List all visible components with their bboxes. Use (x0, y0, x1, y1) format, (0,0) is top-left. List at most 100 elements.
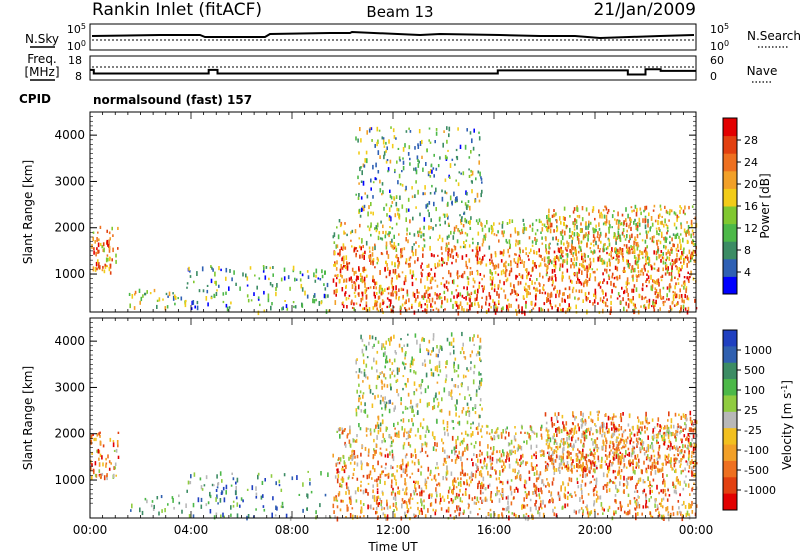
radar-cell (463, 509, 465, 514)
radar-cell (466, 206, 468, 210)
radar-cell (436, 297, 438, 300)
radar-cell (610, 480, 612, 483)
radar-cell (107, 244, 109, 247)
radar-cell (562, 292, 564, 297)
radar-cell (421, 510, 423, 515)
radar-cell (536, 238, 538, 242)
radar-cell (626, 436, 629, 440)
radar-cell (475, 246, 478, 250)
radar-cell (395, 255, 397, 258)
radar-cell (692, 232, 695, 236)
radar-cell (442, 441, 445, 445)
radar-cell (339, 457, 342, 462)
radar-cell (411, 497, 414, 500)
radar-cell (457, 275, 459, 280)
radar-cell (478, 281, 481, 285)
radar-cell (341, 479, 344, 483)
radar-cell (213, 515, 216, 520)
radar-cell (496, 306, 499, 309)
radar-cell (438, 364, 441, 369)
radar-cell (192, 502, 195, 508)
radar-cell (481, 499, 484, 503)
radar-cell (379, 188, 382, 193)
radar-cell (556, 430, 558, 434)
radar-cell (365, 287, 368, 291)
radar-cell (361, 338, 364, 343)
radar-cell (580, 282, 583, 286)
radar-cell (542, 450, 545, 456)
radar-cell (407, 152, 410, 156)
radar-cell (505, 265, 507, 270)
radar-cell (668, 288, 671, 293)
nsky-panel: N.Sky 105 100 105 100 N.Search (25, 22, 800, 54)
radar-cell (474, 411, 477, 415)
radar-cell (307, 275, 310, 279)
radar-cell (523, 286, 526, 290)
radar-cell (620, 426, 623, 431)
radar-cell (639, 431, 642, 435)
radar-cell (405, 308, 408, 313)
radar-cell (475, 441, 477, 445)
radar-cell (388, 434, 391, 439)
radar-cell (648, 280, 650, 284)
radar-cell (458, 420, 461, 426)
radar-cell (435, 187, 437, 193)
radar-cell (562, 456, 564, 461)
radar-cell (98, 238, 100, 242)
radar-cell (640, 251, 643, 255)
radar-cell (399, 183, 402, 186)
radar-cell (441, 263, 443, 267)
radar-cell (423, 504, 425, 510)
radar-cell (442, 258, 444, 263)
radar-cell (433, 174, 435, 178)
radar-cell (354, 285, 357, 291)
radar-cell (344, 292, 346, 297)
radar-cell (518, 273, 521, 276)
radar-cell (671, 275, 673, 279)
radar-cell (109, 257, 111, 260)
radar-cell (487, 308, 490, 313)
radar-cell (299, 278, 302, 282)
radar-cell (91, 463, 93, 467)
radar-cell (426, 276, 429, 281)
radar-cell (616, 297, 619, 300)
radar-cell (425, 430, 428, 433)
radar-cell (428, 402, 430, 406)
radar-cell (315, 298, 317, 302)
radar-cell (531, 430, 534, 433)
radar-cell (262, 270, 265, 273)
radar-cell (648, 498, 651, 503)
radar-cell (496, 491, 498, 496)
radar-cell (295, 278, 298, 281)
radar-cell (401, 271, 404, 274)
radar-cell (351, 245, 353, 248)
radar-cell (555, 212, 557, 216)
radar-cell (494, 271, 497, 275)
radar-cell (95, 261, 98, 267)
radar-cell (395, 505, 397, 509)
radar-cell (341, 430, 344, 434)
radar-cell (602, 222, 605, 226)
radar-cell (466, 286, 468, 291)
radar-cell (344, 441, 346, 446)
radar-cell (377, 460, 379, 466)
radar-cell (580, 289, 583, 294)
radar-cell (540, 255, 542, 258)
radar-cell (390, 436, 393, 440)
radar-cell (574, 223, 576, 226)
radar-cell (390, 484, 393, 489)
radar-cell (666, 293, 668, 298)
radar-cell (603, 434, 606, 438)
radar-cell (683, 228, 686, 233)
radar-cell (360, 166, 362, 169)
radar-cell (375, 424, 377, 429)
radar-cell (209, 509, 212, 514)
radar-cell (642, 218, 644, 223)
radar-cell (676, 430, 679, 433)
radar-cell (478, 345, 481, 350)
radar-cell (356, 275, 358, 279)
radar-cell (631, 209, 633, 213)
radar-cell (399, 159, 401, 162)
radar-cell (109, 271, 112, 275)
radar-cell (491, 272, 493, 276)
